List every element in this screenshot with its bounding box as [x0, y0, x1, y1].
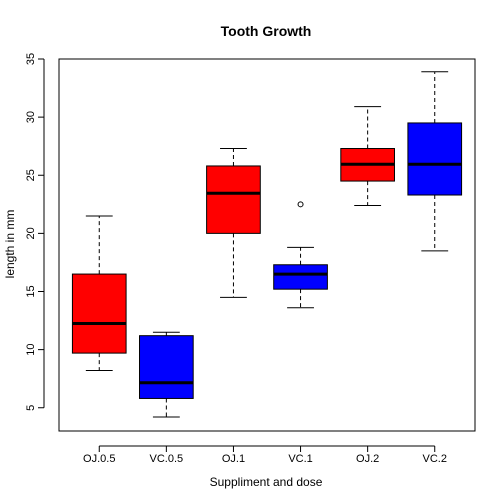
boxes-group — [71, 71, 463, 418]
box-oj-2 — [340, 106, 395, 206]
box-vc-0-5 — [139, 331, 194, 418]
y-tick-label: 20 — [25, 227, 37, 239]
plot-frame — [58, 58, 476, 432]
x-tick-label: VC.1 — [288, 453, 312, 465]
iqr-box — [273, 264, 328, 290]
x-tick-label: OJ.1 — [222, 453, 245, 465]
chart-title: Tooth Growth — [221, 23, 312, 39]
box-vc-2 — [407, 71, 463, 252]
y-tick-label: 15 — [25, 285, 37, 297]
box-oj-1 — [206, 148, 261, 298]
x-axis: OJ.0.5 VC.0.5 OJ.1 VC.1 OJ.2 VC.2 — [83, 445, 447, 465]
iqr-box — [139, 335, 194, 399]
x-tick-label: OJ.0.5 — [83, 453, 115, 465]
y-tick-label: 30 — [25, 111, 37, 123]
y-axis: 5 10 15 20 25 30 35 — [25, 53, 45, 411]
y-tick-label: 25 — [25, 169, 37, 181]
iqr-box — [71, 273, 127, 354]
outlier-point — [297, 201, 304, 208]
y-tick-label: 10 — [25, 344, 37, 356]
iqr-box — [206, 165, 261, 234]
x-tick-label: VC.0.5 — [150, 453, 184, 465]
iqr-box — [407, 122, 463, 196]
y-tick-label: 35 — [25, 53, 37, 65]
box-oj-0-5 — [71, 215, 127, 372]
x-tick-label: OJ.2 — [356, 453, 379, 465]
x-axis-label: Suppliment and dose — [210, 475, 323, 489]
x-tick-label: VC.2 — [423, 453, 447, 465]
y-tick-label: 5 — [25, 405, 37, 411]
box-vc-1 — [273, 201, 328, 309]
y-axis-label: length in mm — [3, 210, 17, 279]
